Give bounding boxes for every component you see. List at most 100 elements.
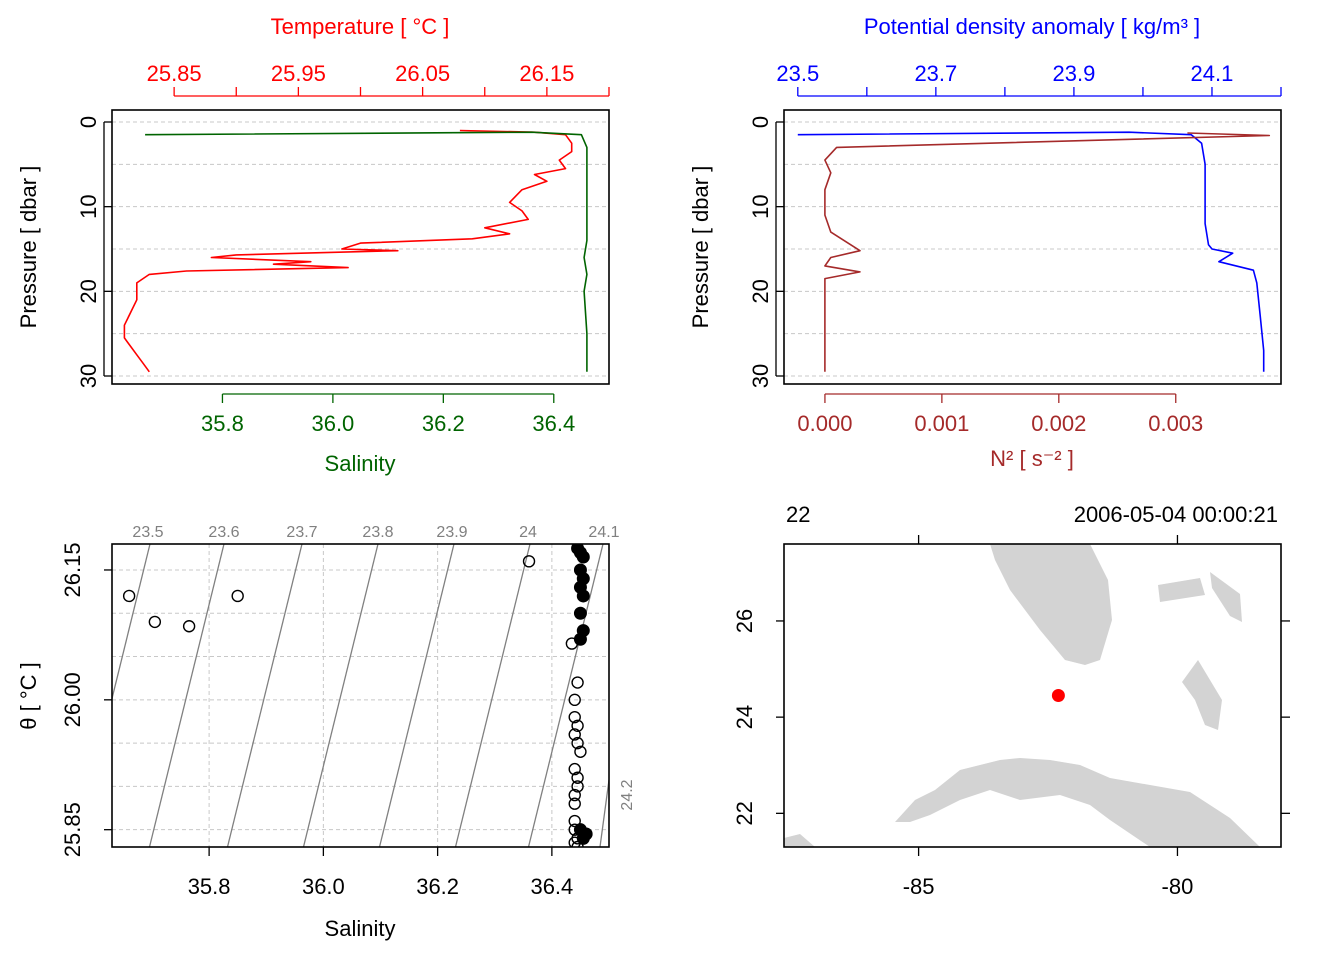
p3-contour-label: 23.6 (208, 524, 239, 541)
p2-y-ticks: 0 10 20 30 (748, 116, 784, 388)
p3-point-filled (579, 827, 593, 841)
p1-bottom-axis-title: Salinity (325, 451, 396, 476)
p1-top-tick-label: 26.15 (519, 61, 574, 86)
p2-top-tick-label: 23.5 (776, 61, 819, 86)
p3-frame (111, 543, 610, 848)
p2-y-tick-label: 10 (748, 194, 773, 218)
p3-x-axis-title: Salinity (325, 916, 396, 941)
p3-contour-label: 24.1 (588, 524, 619, 541)
p3-x-tick-label: 36.2 (416, 874, 459, 899)
p3-point (571, 736, 584, 750)
p3-point (571, 676, 584, 689)
p3-y-tick-label: 26.15 (60, 542, 85, 597)
bahamas-land-2 (1210, 572, 1242, 622)
p2-bottom-tick-label: 0.002 (1031, 411, 1086, 436)
p1-bottom-ticks: 35.8 36.0 36.2 36.4 (201, 393, 575, 436)
p3-y-axis-title: θ [ °C ] (16, 662, 41, 729)
p2-top-tick-label: 23.7 (914, 61, 957, 86)
p1-bottom-tick-label: 36.0 (311, 411, 354, 436)
p2-bottom-axis-title: N² [ s⁻² ] (990, 446, 1074, 471)
p2-frame (783, 109, 1282, 385)
p1-lines (123, 129, 588, 373)
p2-y-tick-label: 0 (748, 116, 773, 128)
p1-y-axis-title: Pressure [ dbar ] (16, 166, 41, 329)
p1-top-tick-label: 25.95 (271, 61, 326, 86)
p4-y-tick-label: 26 (732, 609, 757, 633)
p2-series-n2 (824, 132, 1271, 372)
p3-contour-line (112, 676, 113, 680)
p3-x-ticks: 35.8 36.0 36.2 36.4 (188, 847, 573, 899)
p1-bottom-tick-label: 36.2 (422, 411, 465, 436)
p3-contour-line (302, 544, 379, 847)
p1-bottom-tick-label: 35.8 (201, 411, 244, 436)
p1-bottom-tick-label: 36.4 (532, 411, 575, 436)
p3-contour-label: 23.8 (362, 524, 393, 541)
p3-point (568, 797, 581, 810)
p2-y-tick-label: 20 (748, 279, 773, 303)
map-land (784, 544, 1260, 847)
p3-contour-line (148, 544, 225, 847)
station-marker (1051, 689, 1065, 702)
p2-y-tick-label: 30 (748, 364, 773, 388)
yucatan-land (784, 834, 815, 847)
p3-point (571, 771, 584, 784)
p3-contour-label: 24 (519, 524, 537, 541)
florida-land (990, 544, 1112, 665)
p4-x-ticks: -85 -80 (903, 535, 1194, 899)
p3-point (122, 589, 136, 603)
p3-point (568, 710, 581, 724)
p1-top-tick-label: 25.85 (147, 61, 202, 86)
p3-x-tick-label: 36.4 (530, 874, 573, 899)
p4-x-tick-label: -85 (903, 874, 935, 899)
p3-contour-labels: 23.5 23.6 23.7 23.8 23.9 24 24.1 24.2 (132, 524, 636, 811)
p3-point-filled (573, 606, 587, 620)
p4-frame (783, 543, 1282, 848)
ts-diagram-panel: 23.5 23.6 23.7 23.8 23.9 24 24.124.2 35.8 36.0 3… (16, 524, 636, 941)
p2-series-potential-density-anomaly (797, 131, 1265, 372)
p3-x-tick-label: 36.0 (302, 874, 345, 899)
p3-density-contours (112, 544, 609, 847)
p2-top-ticks: 23.5 23.7 23.9 24.1 (776, 61, 1282, 97)
p3-point (148, 615, 162, 629)
p4-y-tick-label: 22 (732, 801, 757, 825)
p4-y-ticks: 22 24 26 (732, 609, 1290, 826)
p1-y-tick-label: 30 (76, 364, 101, 388)
p3-y-tick-label: 26.00 (60, 672, 85, 727)
p3-point (522, 555, 536, 568)
p3-point (231, 589, 244, 603)
p3-point (568, 728, 581, 741)
bahamas-land-3 (1182, 660, 1222, 730)
p3-contour-line (378, 544, 455, 847)
p1-frame (111, 109, 610, 385)
p2-lines (797, 131, 1271, 372)
p3-point-filled (576, 589, 590, 603)
p1-y-ticks: 0 10 20 30 (76, 116, 112, 388)
station-map-panel: 22 2006-05-04 00:00:21 -85 -80 22 24 26 (732, 502, 1290, 899)
p3-point (568, 788, 581, 802)
p1-top-tick-label: 26.05 (395, 61, 450, 86)
p3-x-tick-label: 35.8 (188, 874, 231, 899)
p3-contour-line (599, 779, 609, 847)
p2-bottom-tick-label: 0.000 (797, 411, 852, 436)
temperature-salinity-panel: Temperature [ °C ] 25.85 25.95 26.05 26.15 … (16, 14, 610, 476)
p2-top-tick-label: 23.9 (1053, 61, 1096, 86)
p2-bottom-tick-label: 0.003 (1148, 411, 1203, 436)
p3-point (571, 840, 584, 847)
p4-x-tick-label: -80 (1162, 874, 1194, 899)
p2-bottom-ticks: 0.000 0.001 0.002 0.003 (797, 393, 1203, 436)
bahamas-land-1 (1158, 578, 1205, 602)
p3-contour-line (454, 544, 531, 847)
p3-contour-label: 24.2 (619, 779, 636, 810)
p3-point (568, 814, 581, 828)
p3-point-filled (576, 550, 590, 564)
p4-y-tick-label: 24 (732, 705, 757, 729)
p2-bottom-tick-label: 0.001 (914, 411, 969, 436)
p3-contour-label: 23.9 (436, 524, 467, 541)
p3-point-filled (573, 632, 587, 646)
p3-y-ticks: 25.85 26.00 26.15 (60, 542, 112, 857)
p3-point (182, 620, 196, 633)
station-datetime: 2006-05-04 00:00:21 (1074, 502, 1278, 527)
density-n2-panel: Potential density anomaly [ kg/m³ ] 23.5… (688, 14, 1282, 471)
p3-point (571, 719, 584, 732)
